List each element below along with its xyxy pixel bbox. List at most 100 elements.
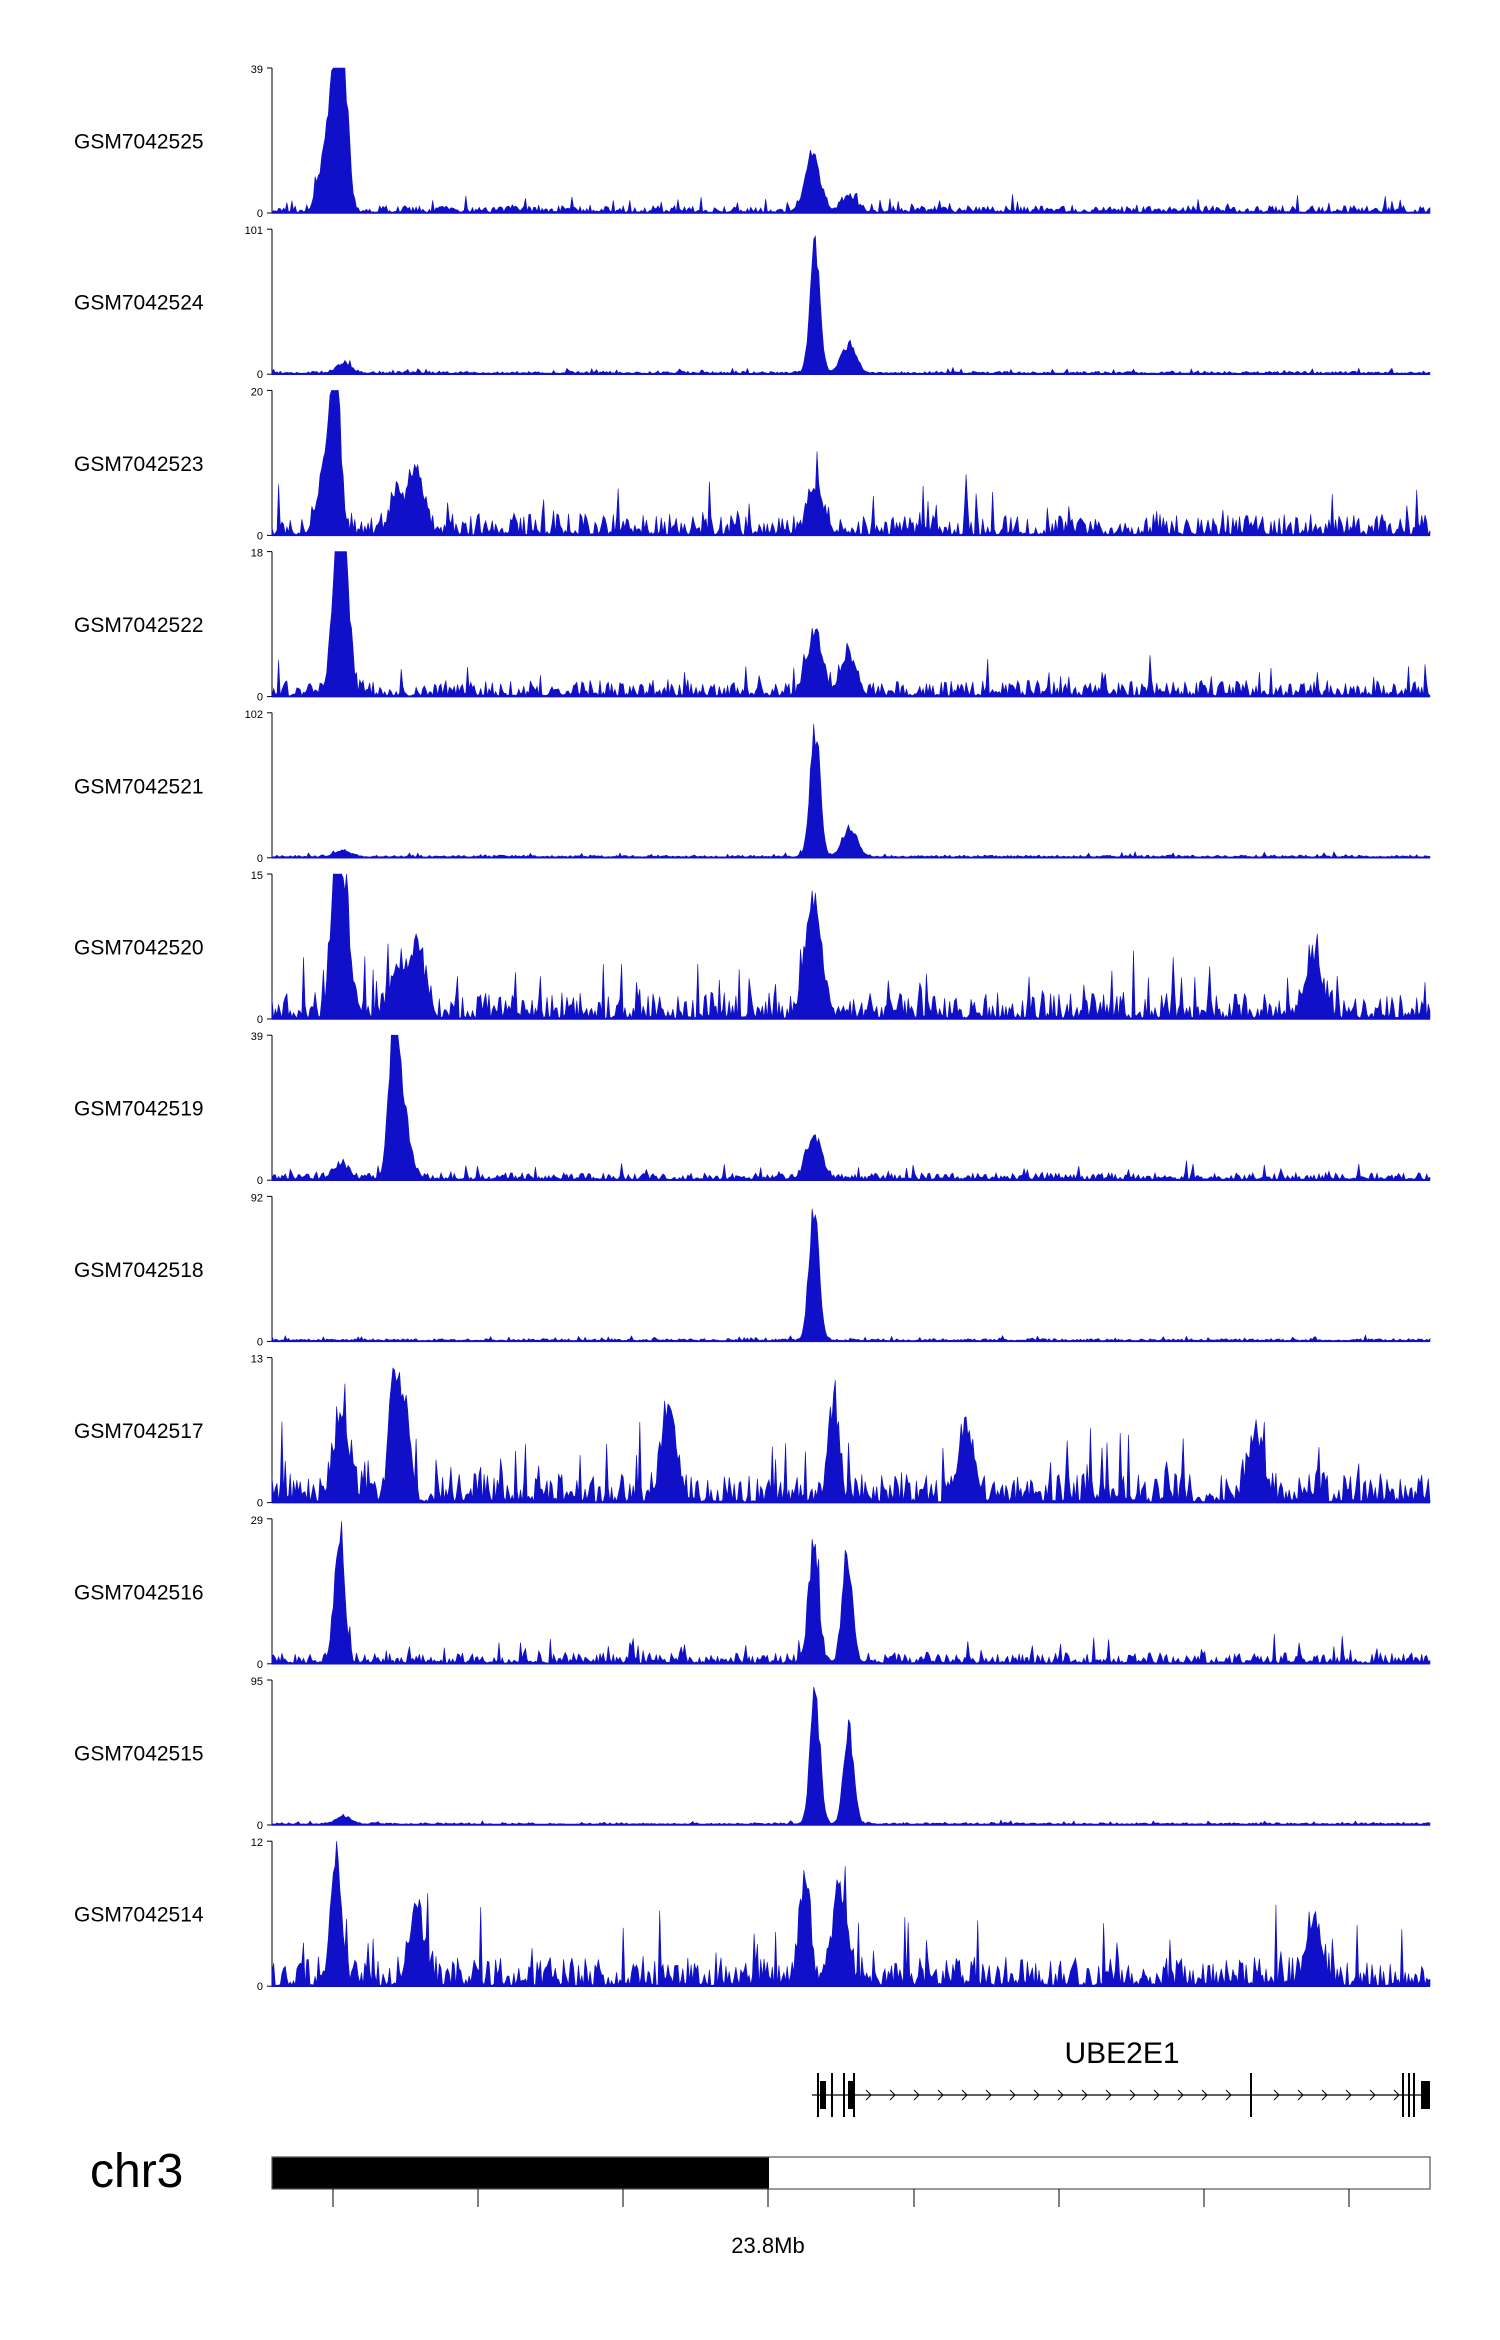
- track-label: GSM7042514: [74, 1904, 204, 1927]
- gene-exon: [1402, 2073, 1404, 2117]
- track-GSM7042522: GSM7042522 18 0: [74, 548, 1431, 704]
- y-axis-min-label: 0: [257, 853, 263, 865]
- strand-arrow: [1033, 2089, 1040, 2101]
- strand-arrow: [889, 2089, 896, 2101]
- track-GSM7042516: GSM7042516 29 0: [74, 1515, 1431, 1671]
- track-label: GSM7042524: [74, 292, 204, 315]
- track-label: GSM7042519: [74, 1098, 204, 1121]
- y-axis-max-label: 101: [245, 225, 263, 237]
- signal-area: [271, 1686, 1431, 1826]
- chromosome-label: chr3: [90, 2145, 183, 2198]
- track-GSM7042517: GSM7042517 13 0: [74, 1354, 1431, 1510]
- track-GSM7042525: GSM7042525 39 0: [74, 64, 1431, 220]
- y-axis-max-label: 102: [245, 709, 263, 721]
- y-axis-min-label: 0: [257, 369, 263, 381]
- gene-exon: [1413, 2073, 1415, 2117]
- strand-arrow: [1129, 2089, 1136, 2101]
- gene-exon: [820, 2081, 826, 2109]
- gene-exon: [853, 2073, 855, 2117]
- gene-name-label: UBE2E1: [1064, 2037, 1179, 2070]
- signal-area: [271, 723, 1431, 859]
- strand-arrow: [1273, 2089, 1280, 2101]
- signal-tracks: GSM7042525 39 0 GSM7042524 101 0 GSM7042523 20 0…: [74, 64, 1431, 1993]
- strand-arrow: [1297, 2089, 1304, 2101]
- signal-area: [271, 1521, 1431, 1665]
- track-GSM7042515: GSM7042515 95 0: [74, 1676, 1431, 1832]
- track-label: GSM7042523: [74, 453, 204, 476]
- y-axis-max-label: 13: [251, 1354, 263, 1366]
- signal-area: [271, 1367, 1431, 1503]
- y-axis-min-label: 0: [257, 208, 263, 220]
- gene-exon: [831, 2073, 833, 2117]
- y-axis-max-label: 29: [251, 1515, 263, 1527]
- signal-area: [271, 551, 1431, 697]
- y-axis-max-label: 92: [251, 1192, 263, 1204]
- y-axis-max-label: 18: [251, 548, 263, 560]
- track-label: GSM7042516: [74, 1581, 204, 1604]
- signal-area: [271, 873, 1431, 1020]
- strand-arrow: [865, 2089, 872, 2101]
- track-label: GSM7042525: [74, 131, 204, 154]
- track-GSM7042519: GSM7042519 39 0: [74, 1031, 1431, 1187]
- y-axis-max-label: 39: [251, 64, 263, 76]
- y-axis-min-label: 0: [257, 692, 263, 704]
- strand-arrow: [1393, 2089, 1400, 2101]
- y-axis-min-label: 0: [257, 1659, 263, 1671]
- y-axis-max-label: 39: [251, 1031, 263, 1043]
- signal-area: [271, 1841, 1431, 1987]
- track-label: GSM7042515: [74, 1743, 204, 1766]
- signal-area: [271, 235, 1431, 375]
- y-axis-max-label: 15: [251, 870, 263, 882]
- gene-exon: [1250, 2073, 1252, 2117]
- strand-arrow: [913, 2089, 920, 2101]
- y-axis-min-label: 0: [257, 1498, 263, 1510]
- track-label: GSM7042521: [74, 775, 204, 798]
- y-axis-max-label: 95: [251, 1676, 263, 1688]
- track-GSM7042524: GSM7042524 101 0: [74, 225, 1431, 381]
- y-axis-min-label: 0: [257, 1336, 263, 1348]
- track-label: GSM7042520: [74, 937, 204, 960]
- track-label: GSM7042522: [74, 614, 204, 637]
- strand-arrow: [1321, 2089, 1328, 2101]
- y-axis-min-label: 0: [257, 1981, 263, 1993]
- strand-arrow: [1369, 2089, 1376, 2101]
- strand-arrow: [1009, 2089, 1016, 2101]
- strand-arrow: [1057, 2089, 1064, 2101]
- gene-exon: [1421, 2081, 1430, 2109]
- strand-arrow: [937, 2089, 944, 2101]
- strand-arrow: [1153, 2089, 1160, 2101]
- gene-exon: [817, 2073, 819, 2117]
- track-label: GSM7042518: [74, 1259, 204, 1282]
- signal-area: [271, 67, 1431, 214]
- ruler-tick-label: 23.8Mb: [731, 2233, 804, 2258]
- signal-area: [271, 1034, 1431, 1181]
- ideogram-outline: [271, 2156, 1431, 2190]
- chromosome-ruler: chr3 23.8Mb: [90, 2145, 1431, 2258]
- gene-annotation-track: UBE2E1: [812, 2037, 1430, 2117]
- signal-area: [271, 1208, 1431, 1342]
- strand-arrow: [1225, 2089, 1232, 2101]
- gene-exon: [848, 2081, 854, 2109]
- gene-model: [812, 2073, 1430, 2117]
- gene-exon: [1408, 2073, 1410, 2117]
- strand-arrow: [1201, 2089, 1208, 2101]
- y-axis-max-label: 12: [251, 1837, 263, 1849]
- y-axis-min-label: 0: [257, 1175, 263, 1187]
- y-axis-max-label: 20: [251, 386, 263, 398]
- strand-arrow: [1345, 2089, 1352, 2101]
- y-axis-min-label: 0: [257, 530, 263, 542]
- track-GSM7042521: GSM7042521 102 0: [74, 709, 1431, 865]
- strand-arrow: [1081, 2089, 1088, 2101]
- ruler-ticks: [332, 2189, 1350, 2207]
- strand-arrow: [1177, 2089, 1184, 2101]
- track-GSM7042523: GSM7042523 20 0: [74, 386, 1431, 542]
- track-label: GSM7042517: [74, 1420, 204, 1443]
- strand-arrow: [1105, 2089, 1112, 2101]
- signal-area: [271, 390, 1431, 536]
- strand-arrow: [961, 2089, 968, 2101]
- track-GSM7042514: GSM7042514 12 0: [74, 1837, 1431, 1993]
- track-GSM7042518: GSM7042518 92 0: [74, 1192, 1431, 1348]
- strand-arrow: [985, 2089, 992, 2101]
- gene-exon: [843, 2073, 845, 2117]
